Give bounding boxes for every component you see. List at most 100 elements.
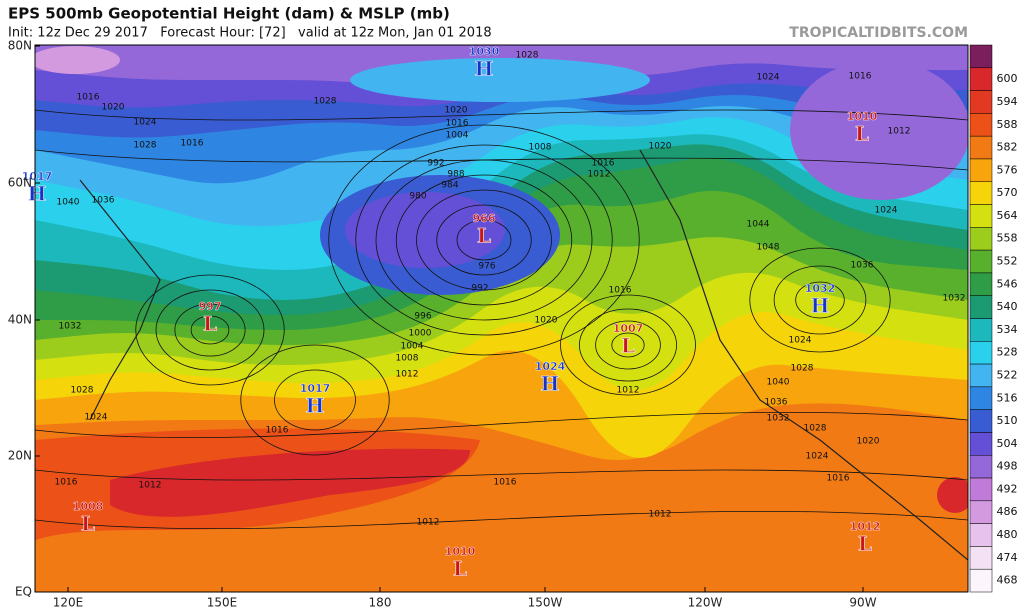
center-symbol: L [203, 312, 217, 336]
isobar [355, 144, 613, 336]
colorbar-label: 600 [997, 72, 1018, 85]
lat-label: 20N [8, 449, 32, 463]
colorbar-bin [969, 135, 993, 160]
isobar-label: 1028 [791, 364, 814, 374]
field-blob [345, 192, 505, 268]
isobar-label: 1012 [139, 481, 162, 491]
isobar-label: 1032 [59, 322, 82, 332]
isobar-label: 992 [427, 159, 444, 169]
colorbar-label: 552 [997, 255, 1018, 268]
colorbar-bin [969, 500, 993, 524]
colorbar-bin [969, 227, 993, 251]
isobar-label: 1016 [827, 474, 850, 484]
isobar-label: 1028 [516, 51, 539, 61]
isobar-label: 1016 [609, 286, 632, 296]
center-pressure: 1010 [847, 110, 878, 123]
field-blob [35, 46, 120, 74]
isobar [579, 308, 678, 382]
colorbar-bin [969, 113, 993, 137]
center-symbol: H [306, 394, 325, 418]
colorbar-label: 498 [997, 460, 1018, 473]
lat-label: 60N [8, 176, 32, 190]
lon-label: 120E [53, 596, 84, 610]
colorbar-bin [969, 455, 993, 479]
colorbar-label: 492 [997, 482, 1018, 495]
isobar [395, 174, 573, 306]
colorbar-bin [969, 181, 993, 205]
colorbar-bin [969, 341, 993, 365]
isobar-label: 1024 [134, 118, 157, 128]
isobar [274, 369, 356, 431]
isobar-label: 980 [409, 192, 426, 202]
coastline [639, 149, 968, 561]
isobar [35, 109, 968, 121]
isobar-label: 1020 [857, 437, 880, 447]
isobar-label: 1008 [396, 354, 419, 364]
isobar-label: 1016 [55, 478, 78, 488]
isobar-label: 1024 [789, 336, 812, 346]
colorbar-bin [969, 409, 993, 433]
isobar-label: 1024 [806, 452, 829, 462]
isobar-label: 1012 [617, 386, 640, 396]
colorbar-label: 486 [997, 505, 1018, 518]
colorbar-label: 474 [997, 551, 1018, 564]
colorbar-bin [969, 318, 993, 342]
center-pressure: 1008 [73, 500, 104, 513]
isobar-label: 1012 [588, 170, 611, 180]
colorbar-bin [969, 90, 993, 114]
isobar [595, 320, 661, 370]
isobar-label: 1016 [494, 478, 517, 488]
isobar [35, 149, 968, 171]
colorbar-label: 516 [997, 391, 1018, 404]
center-symbol: H [811, 294, 830, 318]
center-symbol: L [453, 557, 467, 581]
colorbar-label: 564 [997, 209, 1018, 222]
field-blob [350, 58, 650, 102]
isobar-label: 1012 [396, 370, 419, 380]
lat-label: EQ [15, 585, 32, 599]
center-pressure: 997 [199, 300, 222, 313]
isobar-label: 996 [414, 312, 431, 322]
isobar [749, 247, 891, 353]
isobar-label: 1016 [592, 159, 615, 169]
isobar [795, 281, 845, 319]
isobar [190, 315, 230, 345]
colorbar-label: 570 [997, 186, 1018, 199]
center-pressure: 966 [473, 212, 496, 225]
center-pressure: 1024 [535, 360, 566, 373]
colorbar-bin [969, 386, 993, 410]
colorbar-bin [969, 363, 993, 388]
center-pressure: 1010 [445, 545, 476, 558]
center-symbol: H [475, 57, 494, 81]
isobar-label: 1020 [445, 106, 468, 116]
colorbar-label: 534 [997, 323, 1018, 336]
colorbar-label: 528 [997, 346, 1018, 359]
colorbar-label: 558 [997, 232, 1018, 245]
isobar [240, 344, 390, 456]
lon-label: 180 [369, 596, 392, 610]
colorbar-label: 504 [997, 437, 1018, 450]
center-symbol: H [541, 372, 560, 396]
isobar-label: 1040 [767, 378, 790, 388]
lon-label: 150W [528, 596, 563, 610]
isobar-label: 1020 [102, 103, 125, 113]
field-blob [937, 477, 968, 513]
isobar [35, 469, 968, 481]
isobar-label: 1004 [401, 342, 424, 352]
isobar-label: 1044 [747, 220, 770, 230]
colorbar-label: 480 [997, 528, 1018, 541]
isobar [560, 294, 696, 396]
colorbar-bin [969, 249, 993, 274]
colorbar-bin [969, 546, 993, 570]
field-blob [110, 448, 470, 517]
isobar [35, 510, 968, 530]
isobar-label: 988 [447, 170, 464, 180]
isobar-label: 1024 [875, 206, 898, 216]
isobar-label: 1024 [85, 413, 108, 423]
isobar-label: 1016 [446, 119, 469, 129]
colorbar-label: 468 [997, 574, 1018, 587]
isobar-label: 1040 [57, 198, 80, 208]
center-pressure: 1030 [469, 45, 500, 58]
isobar-label: 1048 [757, 243, 780, 253]
lat-label: 80N [8, 39, 32, 53]
